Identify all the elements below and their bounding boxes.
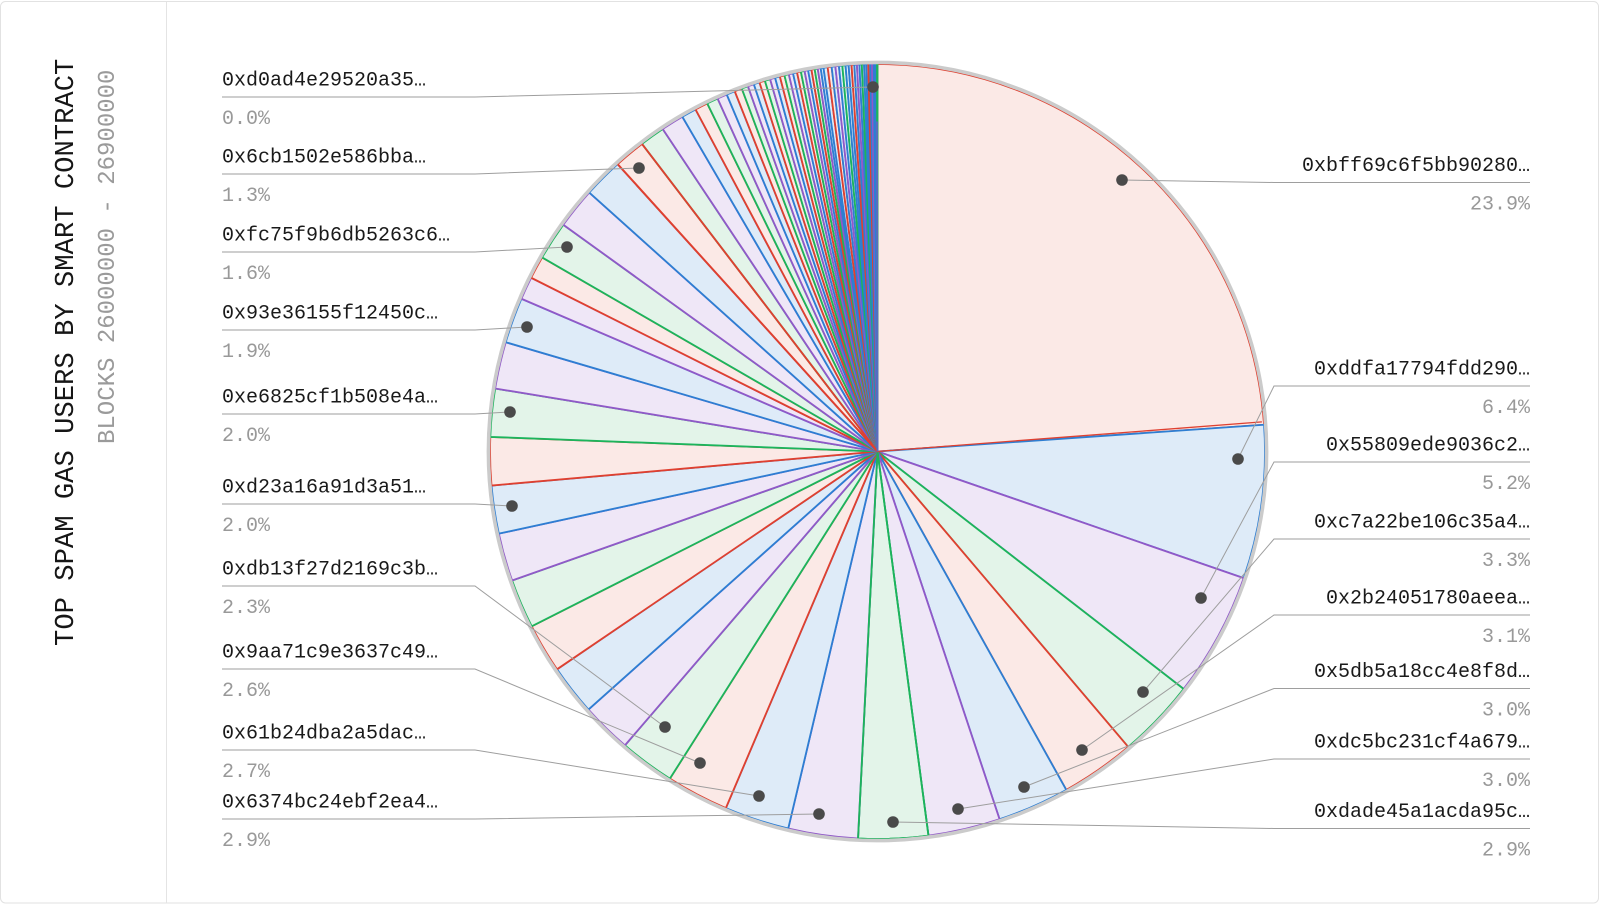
svg-text:0xd0ad4e29520a35…: 0xd0ad4e29520a35…	[222, 70, 426, 93]
svg-text:0xd23a16a91d3a51…: 0xd23a16a91d3a51…	[222, 477, 426, 500]
svg-text:2.9%: 2.9%	[1482, 840, 1531, 863]
svg-text:3.0%: 3.0%	[1482, 770, 1531, 793]
svg-text:0.0%: 0.0%	[222, 108, 271, 131]
svg-text:0xdb13f27d2169c3b…: 0xdb13f27d2169c3b…	[222, 559, 438, 582]
svg-text:0xdc5bc231cf4a679…: 0xdc5bc231cf4a679…	[1314, 732, 1530, 755]
svg-text:2.9%: 2.9%	[222, 830, 271, 853]
svg-text:6.4%: 6.4%	[1482, 397, 1531, 420]
svg-text:3.1%: 3.1%	[1482, 626, 1531, 649]
svg-text:2.0%: 2.0%	[222, 515, 271, 538]
svg-text:0x61b24dba2a5dac…: 0x61b24dba2a5dac…	[222, 723, 426, 746]
svg-text:0x5db5a18cc4e8f8d…: 0x5db5a18cc4e8f8d…	[1314, 661, 1530, 684]
svg-text:0xe6825cf1b508e4a…: 0xe6825cf1b508e4a…	[222, 387, 438, 410]
svg-text:0xc7a22be106c35a4…: 0xc7a22be106c35a4…	[1314, 512, 1530, 535]
svg-text:0xddfa17794fdd290…: 0xddfa17794fdd290…	[1314, 359, 1530, 382]
svg-text:0x9aa71c9e3637c49…: 0x9aa71c9e3637c49…	[222, 642, 438, 665]
svg-text:0xdade45a1acda95c…: 0xdade45a1acda95c…	[1314, 801, 1530, 824]
svg-text:3.0%: 3.0%	[1482, 700, 1531, 723]
svg-text:2.6%: 2.6%	[222, 680, 271, 703]
svg-text:1.3%: 1.3%	[222, 185, 271, 208]
svg-text:0x2b24051780aeea…: 0x2b24051780aeea…	[1326, 588, 1530, 611]
svg-text:1.9%: 1.9%	[222, 341, 271, 364]
svg-text:0x55809ede9036c2…: 0x55809ede9036c2…	[1326, 435, 1530, 458]
svg-text:0x6374bc24ebf2ea4…: 0x6374bc24ebf2ea4…	[222, 792, 438, 815]
svg-text:0xfc75f9b6db5263c6…: 0xfc75f9b6db5263c6…	[222, 225, 450, 248]
svg-text:0x6cb1502e586bba…: 0x6cb1502e586bba…	[222, 147, 426, 170]
svg-text:0x93e36155f12450c…: 0x93e36155f12450c…	[222, 303, 438, 326]
svg-text:2.7%: 2.7%	[222, 761, 271, 784]
svg-text:0xbff69c6f5bb90280…: 0xbff69c6f5bb90280…	[1302, 155, 1530, 178]
svg-text:TOP SPAM GAS USERS BY SMART CO: TOP SPAM GAS USERS BY SMART CONTRACT	[51, 59, 82, 646]
svg-text:1.6%: 1.6%	[222, 263, 271, 286]
svg-text:2.3%: 2.3%	[222, 597, 271, 620]
svg-text:3.3%: 3.3%	[1482, 550, 1531, 573]
svg-text:23.9%: 23.9%	[1470, 194, 1531, 217]
svg-text:2.0%: 2.0%	[222, 425, 271, 448]
svg-text:BLOCKS 26000000 - 26900000: BLOCKS 26000000 - 26900000	[95, 70, 122, 444]
svg-text:5.2%: 5.2%	[1482, 473, 1531, 496]
